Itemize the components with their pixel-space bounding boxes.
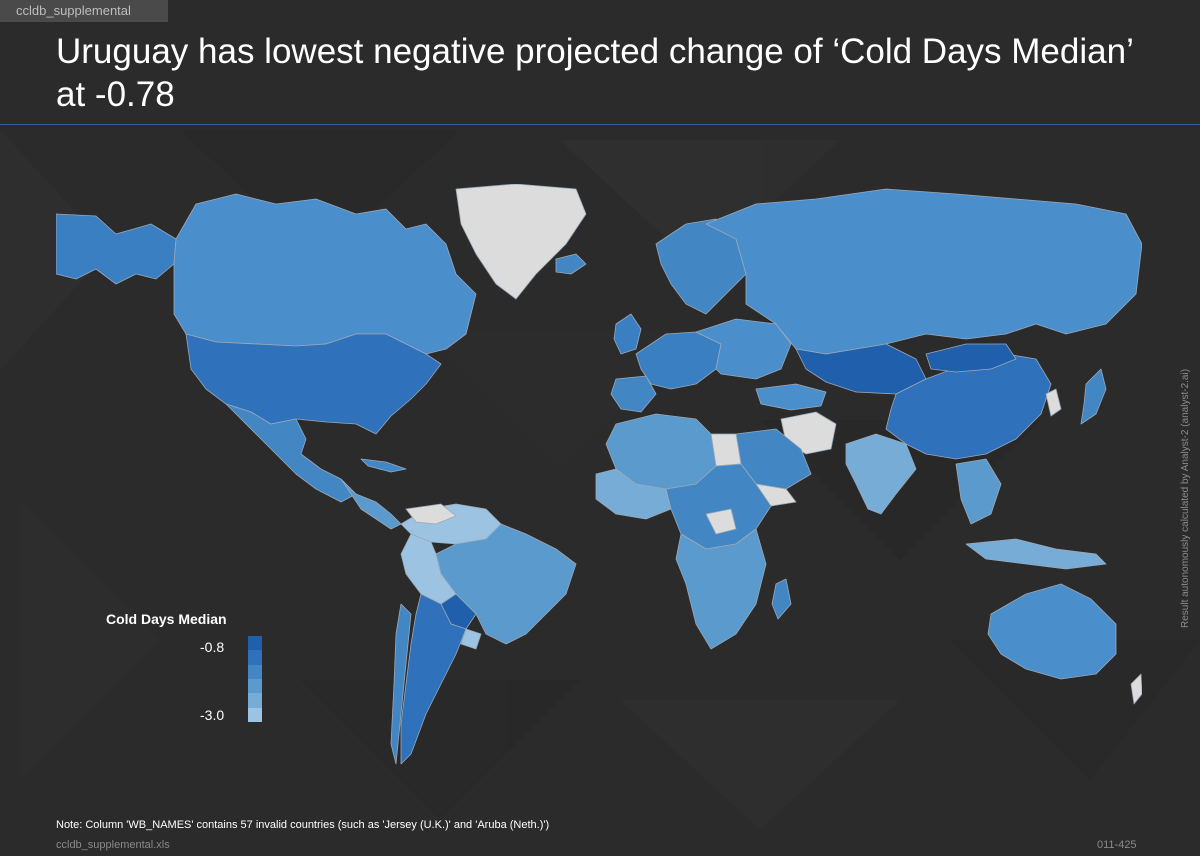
country-india: [845, 433, 917, 515]
legend-step-4: [248, 693, 262, 708]
country-mongolia: [925, 343, 1017, 373]
country-alaska: [56, 213, 177, 285]
page-number: 011-425: [1097, 839, 1137, 851]
country-indonesia: [965, 538, 1107, 570]
country-new-zealand: [1130, 673, 1142, 705]
country-usa: [185, 333, 442, 435]
title-divider: [0, 124, 1200, 125]
legend-step-3: [248, 678, 262, 694]
country-iberia: [610, 375, 657, 413]
country-argentina: [400, 593, 467, 765]
country-southeast-asia: [955, 458, 1002, 525]
country-korea: [1045, 388, 1062, 417]
country-south-sudan: [705, 508, 737, 535]
country-madagascar: [771, 578, 792, 620]
legend-step-2: [248, 664, 262, 679]
country-venezuela: [405, 503, 457, 525]
country-eastern-europe: [695, 318, 792, 380]
attribution-note: Result autonomously calculated by Analys…: [1180, 368, 1191, 628]
country-iceland: [555, 253, 587, 275]
source-tag: ccldb_supplemental: [0, 0, 168, 22]
country-southern-africa: [675, 528, 767, 650]
legend-color-scale: [248, 636, 262, 722]
legend-step-5: [248, 707, 262, 722]
country-japan: [1080, 368, 1107, 425]
data-note: Note: Column 'WB_NAMES' contains 57 inva…: [56, 819, 550, 831]
legend-min-label: -3.0: [200, 707, 225, 723]
country-chile: [390, 603, 412, 765]
country-central-africa: [665, 463, 772, 550]
country-scandinavia: [655, 218, 747, 315]
legend-max-label: -0.8: [200, 639, 225, 655]
country-canada: [173, 193, 477, 355]
country-cuba: [360, 458, 407, 473]
country-uruguay: [460, 628, 482, 650]
country-greenland: [455, 184, 587, 300]
country-central-america: [340, 478, 402, 530]
country-russia: [705, 188, 1142, 355]
country-turkey: [755, 383, 827, 411]
legend-title: Cold Days Median: [106, 611, 227, 627]
country-uk: [613, 313, 642, 355]
legend-step-1: [248, 650, 262, 665]
legend-step-0: [248, 636, 262, 651]
page-title: Uruguay has lowest negative projected ch…: [56, 32, 1133, 114]
footer-filename: ccldb_supplemental.xls: [56, 839, 170, 851]
country-australia: [987, 583, 1117, 680]
world-map: [56, 184, 1142, 765]
